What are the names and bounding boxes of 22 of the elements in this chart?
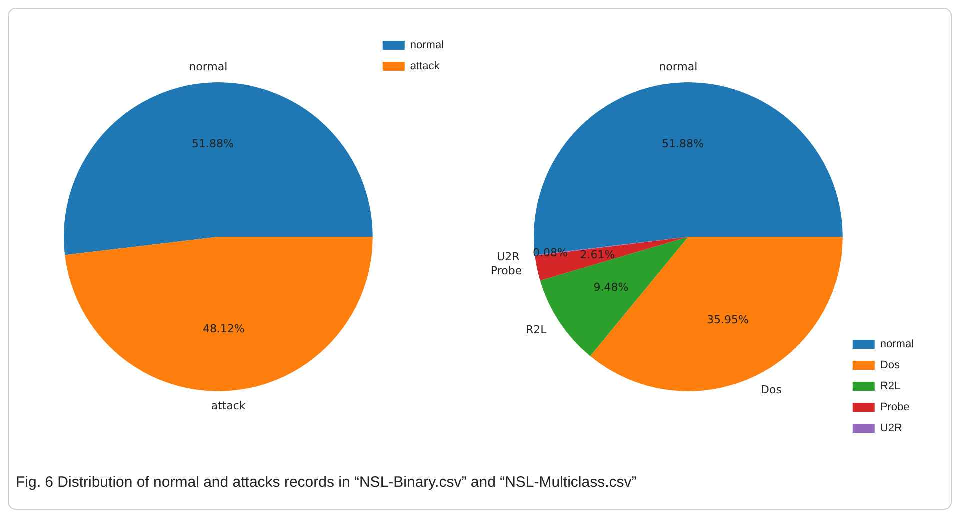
slice-label: normal (659, 60, 698, 74)
data-label: 0.08% (532, 246, 568, 260)
data-label: 48.12% (202, 322, 245, 336)
data-label: 9.48% (594, 281, 629, 294)
data-label: 51.88% (192, 137, 234, 150)
legend-label: normal (410, 40, 444, 52)
data-label: 2.61% (580, 248, 616, 262)
legend-label: U2R (880, 422, 902, 435)
legend-label: Probe (880, 402, 910, 414)
slice-label: R2L (526, 324, 548, 337)
legend-label: R2L (880, 380, 901, 393)
slice-label: U2R (497, 250, 520, 264)
legend-label: normal (880, 338, 914, 351)
slice-label: Probe (490, 264, 522, 278)
legend-label: attack (410, 60, 440, 73)
legend-label: Dos (880, 360, 900, 372)
data-label: 51.88% (662, 137, 704, 150)
slice-label: Dos (761, 383, 782, 396)
caption: Fig. 6 Distribution of normal and attacks records in “NSL-Binary.csv” and “NSL-Multiclass.csv” (16, 474, 637, 491)
slice-label: normal (189, 60, 228, 74)
data-label: 35.95% (707, 314, 749, 327)
slice-label: attack (211, 399, 246, 412)
